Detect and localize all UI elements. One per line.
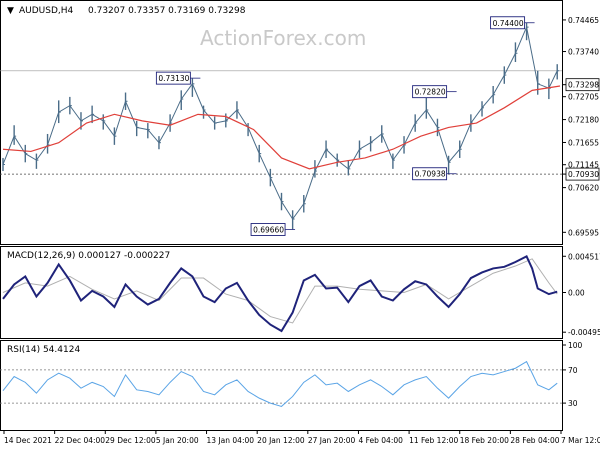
price-axis-label: 0.70620	[568, 184, 599, 193]
rsi-pane-frame	[1, 341, 563, 431]
time-axis-label: 29 Dec 12:00	[105, 436, 156, 445]
macd-axis-label: 0.00	[568, 288, 585, 297]
rsi-title: RSI(14) 54.4124	[7, 345, 80, 355]
macd-axis-label: -0.00495	[568, 328, 600, 337]
macd-title: MACD(12,26,9) 0.000127 -0.000227	[7, 251, 170, 261]
macd-axis: 0.004517 0.00 -0.00495	[562, 252, 600, 337]
time-axis-label: 14 Dec 2021	[4, 436, 52, 445]
price-axis-label: 0.73740	[568, 48, 599, 57]
dropdown-icon[interactable]: ▼	[7, 6, 14, 16]
time-axis-label: 11 Feb 12:00	[409, 436, 458, 445]
annotation-label: 0.74400	[493, 19, 524, 28]
price-axis-label: 0.73298	[568, 81, 599, 90]
price-axis-label: 0.72705	[568, 93, 599, 102]
price-axis-label: 0.74465	[568, 16, 599, 25]
price-pane: ▼ AUDUSD,H4 0.73207 0.73357 0.73169 0.73…	[0, 1, 599, 245]
annotation-label: 0.72820	[415, 88, 446, 97]
price-axis-label: 0.72180	[568, 116, 599, 125]
rsi-axis-label: 30	[568, 399, 578, 408]
time-axis-label: 20 Jan 12:00	[257, 436, 305, 445]
time-axis-label: 5 Jan 20:00	[156, 436, 199, 445]
ohlc-readout: 0.73207 0.73357 0.73169 0.73298	[88, 6, 246, 16]
time-axis-label: 22 Dec 04:00	[55, 436, 106, 445]
time-axis-label: 7 Mar 12:00	[561, 436, 600, 445]
time-axis-label: 28 Feb 04:00	[510, 436, 559, 445]
time-axis-label: 27 Jan 20:00	[308, 436, 356, 445]
time-axis-label: 13 Jan 04:00	[207, 436, 255, 445]
annotation-label: 0.69660	[253, 225, 284, 234]
symbol-label: AUDUSD,H4	[19, 6, 74, 16]
macd-pane: MACD(12,26,9) 0.000127 -0.000227 0.00451…	[1, 247, 600, 339]
annotation-label: 0.73130	[158, 74, 189, 83]
price-axis: 0.74465 0.73740 0.73298 0.72705 0.72180 0.716…	[562, 16, 599, 237]
price-axis-label: 0.71655	[568, 138, 599, 147]
rsi-axis-label: 100	[568, 341, 583, 350]
annotation-label: 0.70938	[415, 170, 446, 179]
price-axis-label: 0.69595	[568, 228, 599, 237]
time-axis-label: 18 Feb 20:00	[460, 436, 509, 445]
rsi-axis: 100 70 30	[562, 341, 583, 408]
price-axis-label: 0.70930	[568, 170, 599, 179]
time-axis-label: 4 Feb 04:00	[358, 436, 403, 445]
watermark: ActionForex.com	[200, 26, 366, 50]
rsi-axis-label: 70	[568, 366, 578, 375]
rsi-pane: RSI(14) 54.4124 100 70 30	[0, 341, 583, 431]
macd-axis-label: 0.004517	[568, 252, 600, 261]
